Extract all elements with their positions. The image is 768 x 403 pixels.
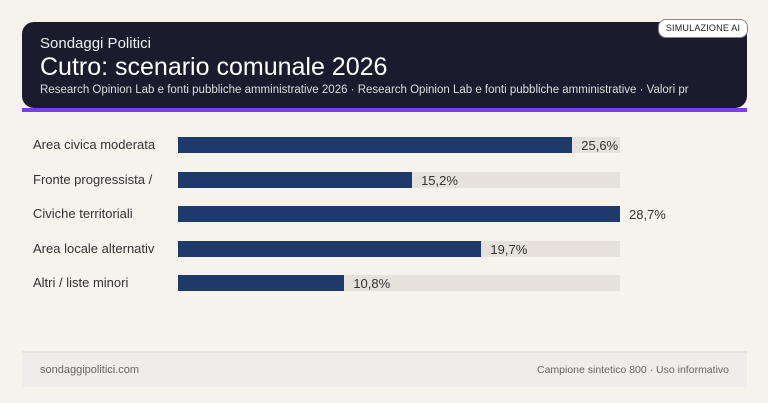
category-label: Altri / liste minori bbox=[33, 275, 129, 290]
data-label: 15,2% bbox=[421, 173, 458, 188]
category-label: Fronte progressista / bbox=[33, 172, 153, 187]
data-label: 25,6% bbox=[581, 138, 619, 153]
footer: sondaggipolitici.com Campione sintetico … bbox=[22, 351, 747, 387]
data-label: 10,8% bbox=[353, 276, 391, 291]
bar bbox=[178, 172, 413, 188]
header-panel: Sondaggi Politici Cutro: scenario comuna… bbox=[22, 22, 747, 108]
data-label: 19,7% bbox=[490, 242, 528, 257]
bar bbox=[178, 137, 573, 153]
bar bbox=[178, 206, 620, 222]
category-label: Area civica moderata bbox=[33, 137, 156, 152]
footer-site: sondaggipolitici.com bbox=[40, 364, 140, 376]
chart-title: Cutro: scenario comunale 2026 bbox=[40, 53, 388, 81]
footer-note: Campione sintetico 800 · Uso informativo bbox=[536, 364, 729, 376]
data-label: 28,7% bbox=[629, 207, 666, 222]
simulation-badge: SIMULAZIONE AI bbox=[658, 19, 748, 38]
category-label: Civiche territoriali bbox=[33, 206, 133, 221]
accent-line bbox=[22, 108, 747, 112]
bar bbox=[178, 241, 482, 257]
bar bbox=[178, 275, 345, 291]
chart-subtitle: Research Opinion Lab e fonti pubbliche a… bbox=[40, 84, 689, 96]
category-label: Area locale alternativ bbox=[33, 241, 155, 256]
kicker: Sondaggi Politici bbox=[40, 35, 151, 52]
